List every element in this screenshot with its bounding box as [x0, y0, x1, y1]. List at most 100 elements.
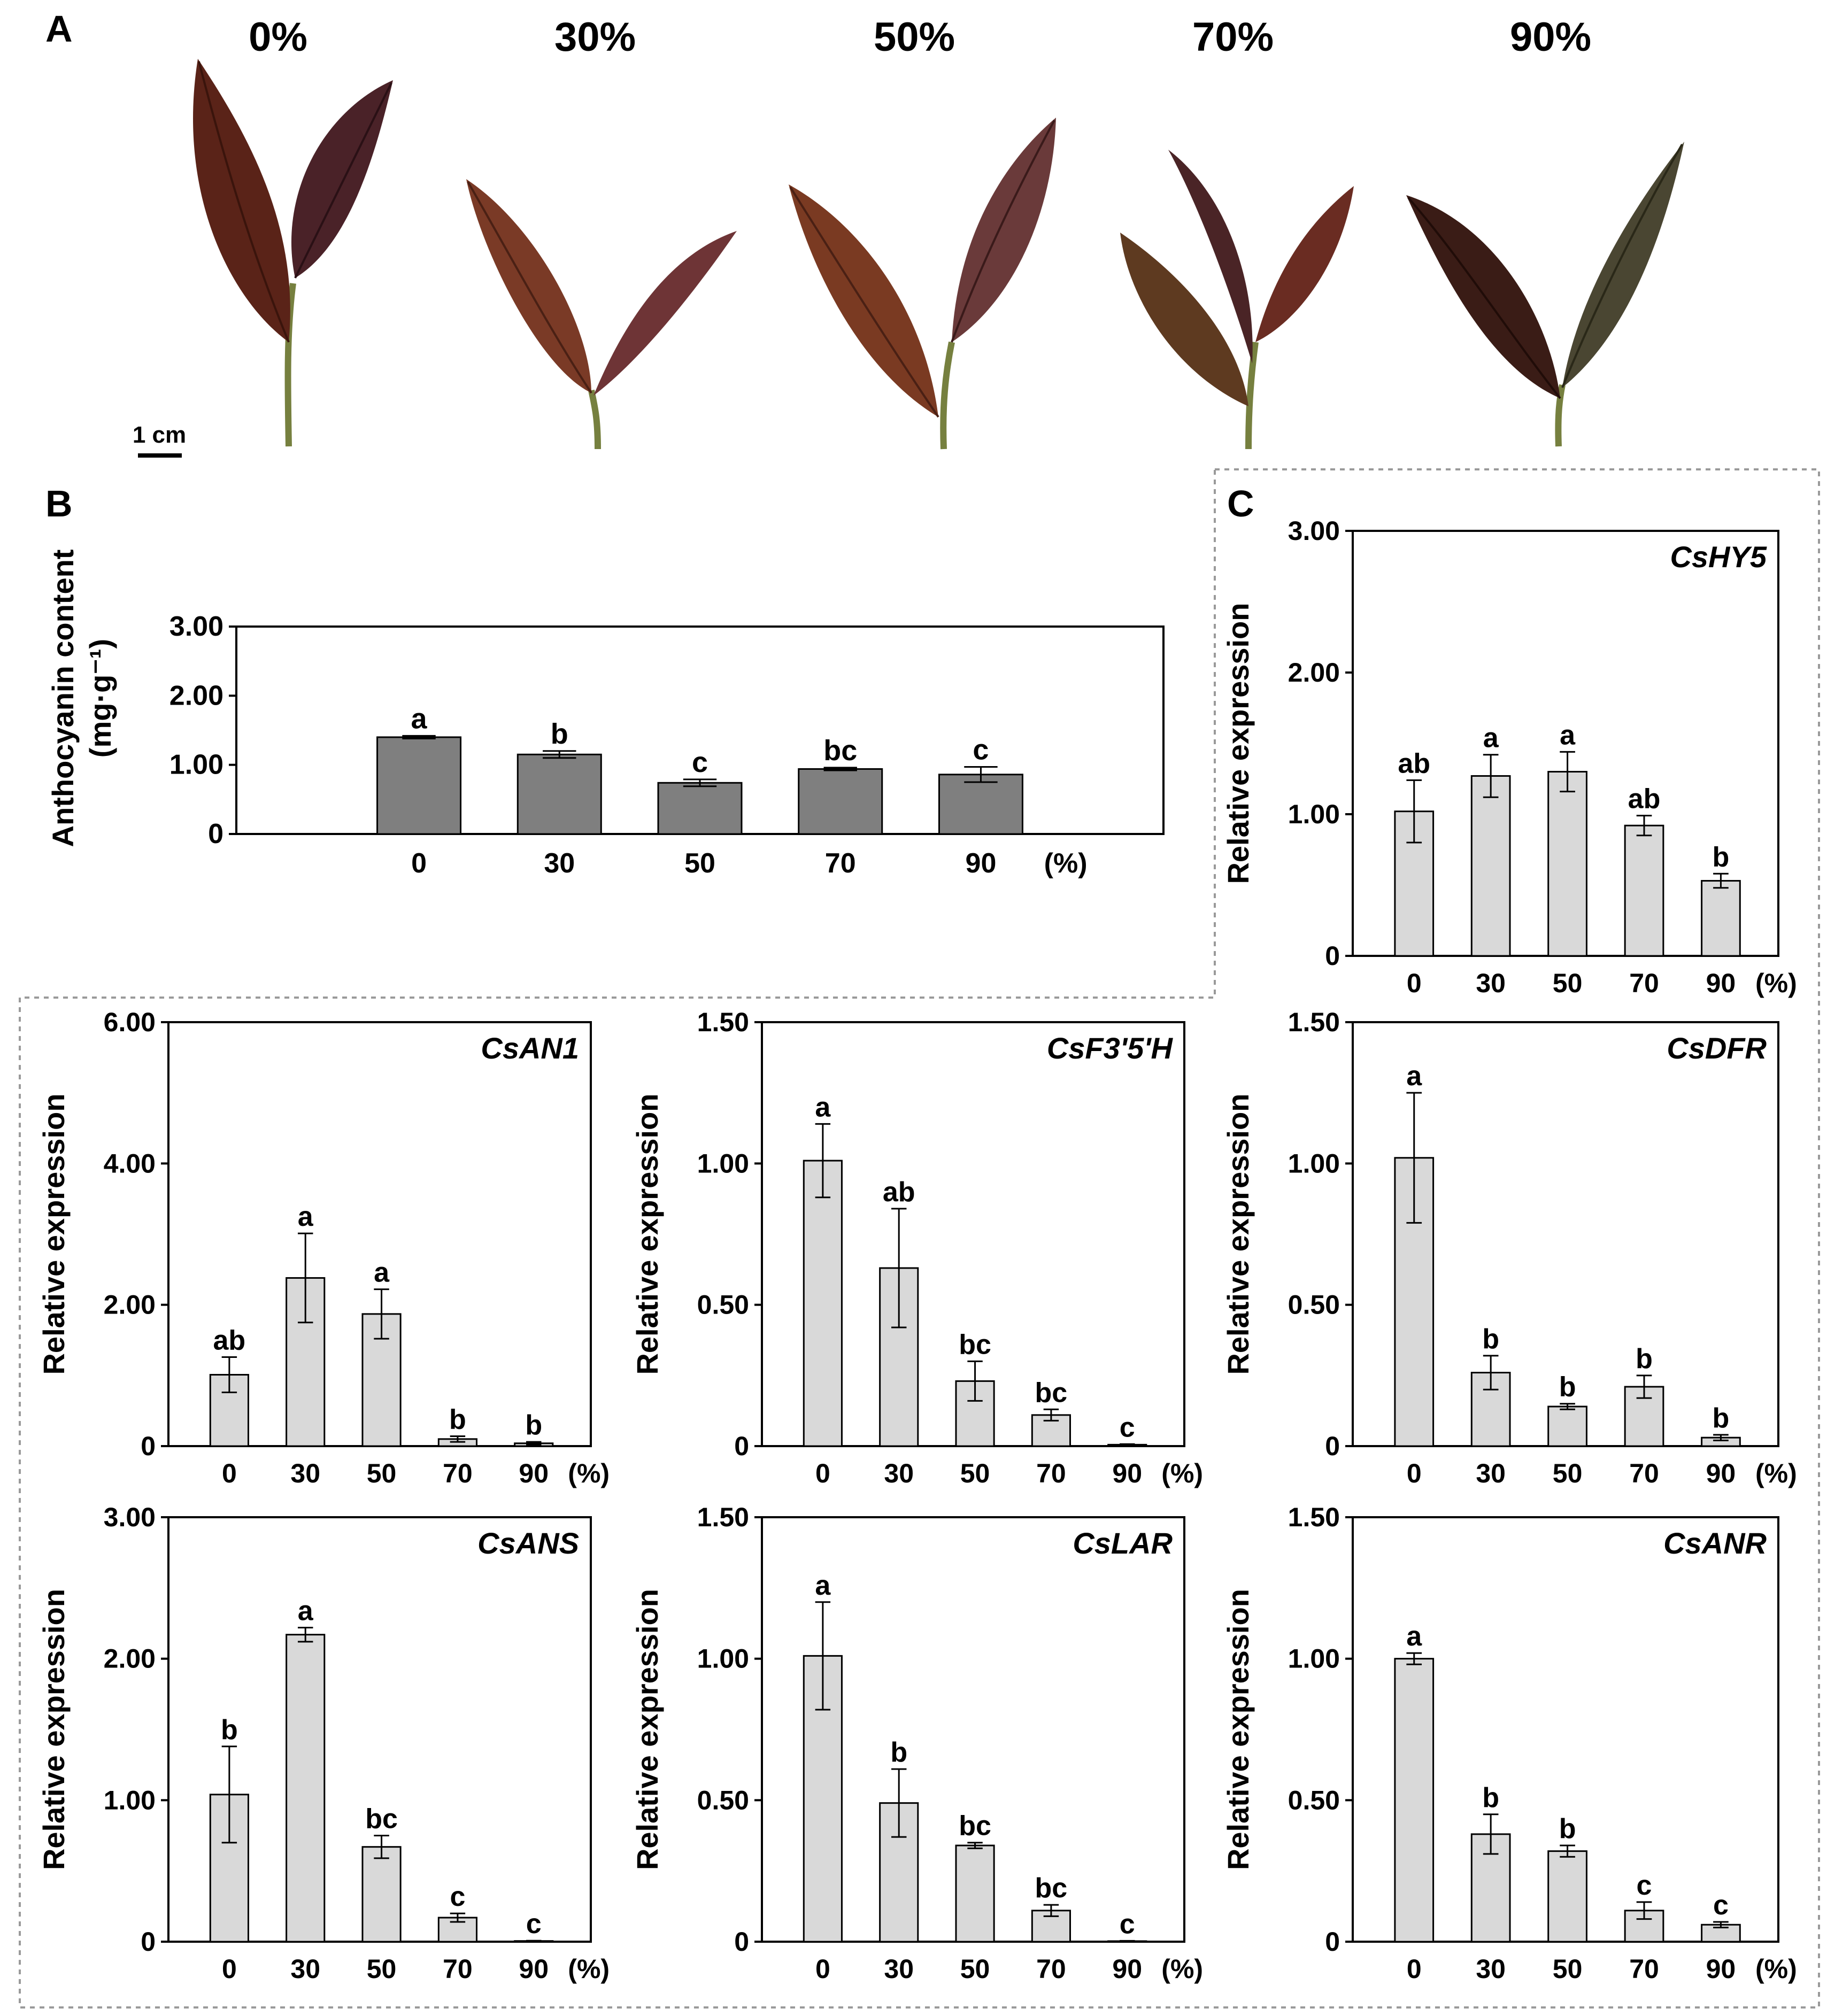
x-unit-label: (%)	[1044, 848, 1088, 879]
y-axis-label: Relative expression	[630, 1589, 664, 1870]
scale-bar: 1 cm	[133, 422, 186, 458]
significance-letter: bc	[823, 735, 857, 767]
y-tick-label: 0.50	[1288, 1290, 1340, 1320]
x-tick-label: 30	[1476, 1458, 1506, 1488]
x-unit-label: (%)	[1755, 1954, 1797, 1984]
y-tick-label: 0	[1325, 1927, 1340, 1957]
bar	[1701, 880, 1741, 957]
x-tick-label: 90	[966, 848, 997, 879]
y-axis-label: Relative expression	[37, 1589, 71, 1870]
panel-label-a: A	[45, 8, 73, 50]
bar	[955, 1844, 995, 1943]
gene-title: CsANS	[477, 1526, 579, 1560]
significance-letter: ab	[1398, 748, 1430, 779]
x-tick-label: 50	[1553, 1954, 1583, 1984]
significance-letter: b	[525, 1410, 542, 1441]
x-tick-label: 50	[367, 1458, 397, 1488]
bar	[376, 736, 462, 835]
y-tick-label: 2.00	[169, 680, 223, 711]
bar	[657, 782, 743, 835]
y-tick-label: 1.00	[169, 750, 223, 781]
y-axis-label-units: (mg·g⁻¹)	[83, 639, 117, 758]
bar	[361, 1846, 402, 1943]
x-tick-label: 90	[519, 1458, 549, 1488]
significance-letter: b	[1482, 1324, 1499, 1355]
gene-title: CsHY5	[1670, 540, 1767, 574]
y-tick-label: 6.00	[104, 1007, 156, 1037]
y-axis-label: Relative expression	[1221, 603, 1255, 884]
significance-letter: bc	[1035, 1377, 1068, 1408]
y-tick-label: 1.00	[697, 1644, 749, 1674]
significance-letter: bc	[1035, 1873, 1068, 1904]
panel-label-b: B	[45, 483, 73, 524]
significance-letter: c	[973, 734, 989, 766]
y-tick-label: 1.00	[697, 1148, 749, 1178]
x-unit-label: (%)	[1755, 1458, 1797, 1488]
significance-letter: a	[815, 1570, 831, 1601]
x-tick-label: 70	[1629, 1954, 1659, 1984]
y-tick-label: 1.50	[697, 1007, 749, 1037]
y-tick-label: 0	[1325, 1431, 1340, 1461]
y-tick-label: 1.50	[1288, 1007, 1340, 1037]
x-tick-label: 0	[411, 848, 427, 879]
significance-letter: ab	[213, 1325, 246, 1356]
leaf-specimen-70	[1120, 150, 1354, 450]
bar	[1394, 1658, 1435, 1943]
significance-letter: a	[1406, 1061, 1422, 1092]
chart-cshy5: 0 1.00 2.00 3.00 ab 0 a 30 a 50 ab 70 b 90 (%) CsHY5 Rel…	[1221, 516, 1797, 998]
significance-letter: a	[815, 1092, 831, 1123]
x-tick-label: 90	[1112, 1458, 1142, 1488]
x-tick-label: 0	[222, 1458, 237, 1488]
chart-csdfr: 0 0.50 1.00 1.50 a 0 b 30 b 50 b 70 b 90 (%) CsDFR Relat…	[1221, 1007, 1797, 1488]
x-tick-label: 30	[544, 848, 575, 879]
significance-letter: c	[450, 1881, 465, 1912]
significance-letter: ab	[883, 1177, 915, 1208]
significance-letter: b	[890, 1737, 907, 1768]
leaf-specimen-30	[466, 179, 737, 450]
x-tick-label: 50	[1553, 1458, 1583, 1488]
y-tick-label: 0	[734, 1927, 749, 1957]
significance-letter: a	[411, 702, 428, 735]
chart-csan1: 0 2.00 4.00 6.00 ab 0 a 30 a 50 b 70 b 90 (%) CsAN1 Rela…	[37, 1007, 610, 1488]
significance-letter: b	[1636, 1343, 1653, 1374]
y-axis-label: Anthocyanin content	[46, 550, 80, 847]
chart-csanr: 0 0.50 1.00 1.50 a 0 b 30 b 50 c 70 c 90 (%) CsANR Relat…	[1221, 1502, 1797, 1984]
x-tick-label: 90	[1706, 1458, 1736, 1488]
x-tick-label: 30	[1476, 1954, 1506, 1984]
y-axis-label: Relative expression	[1221, 1589, 1255, 1870]
x-tick-label: 30	[1476, 968, 1506, 998]
chart-csans: 0 1.00 2.00 3.00 b 0 a 30 bc 50 c 70 c 90 (%) CsANS Rela…	[37, 1502, 610, 1984]
y-tick-label: 1.50	[1288, 1502, 1340, 1532]
shade-label-70: 70%	[1192, 14, 1274, 60]
y-axis-label: Relative expression	[630, 1093, 664, 1374]
bar	[1547, 771, 1587, 957]
y-tick-label: 0.50	[697, 1785, 749, 1815]
significance-letter: b	[449, 1404, 466, 1435]
significance-letter: bc	[959, 1811, 991, 1842]
x-unit-label: (%)	[568, 1458, 610, 1488]
x-tick-label: 70	[1629, 968, 1659, 998]
x-tick-label: 30	[884, 1954, 914, 1984]
x-tick-label: 30	[290, 1954, 320, 1984]
significance-letter: b	[1713, 841, 1730, 872]
y-tick-label: 3.00	[169, 611, 223, 642]
significance-letter: a	[1483, 723, 1499, 754]
leaf-specimen-50	[789, 118, 1056, 450]
x-tick-label: 0	[1407, 968, 1422, 998]
chart-csf35h: 0 0.50 1.00 1.50 a 0 ab 30 bc 50 bc 70 c 90 (%) CsF3'5'…	[630, 1007, 1203, 1488]
y-tick-label: 0.50	[697, 1290, 749, 1320]
significance-letter: c	[1120, 1412, 1135, 1443]
x-tick-label: 0	[815, 1954, 830, 1984]
bar	[286, 1634, 326, 1943]
bar	[1470, 775, 1511, 957]
x-tick-label: 90	[1112, 1954, 1142, 1984]
panel-label-c: C	[1227, 483, 1254, 524]
y-tick-label: 1.50	[697, 1502, 749, 1532]
scale-bar-label: 1 cm	[133, 422, 186, 448]
significance-letter: c	[526, 1909, 542, 1940]
y-tick-label: 4.00	[104, 1148, 156, 1178]
y-tick-label: 1.00	[104, 1785, 156, 1815]
shade-label-50: 50%	[874, 14, 955, 60]
gene-title: CsAN1	[481, 1031, 579, 1065]
